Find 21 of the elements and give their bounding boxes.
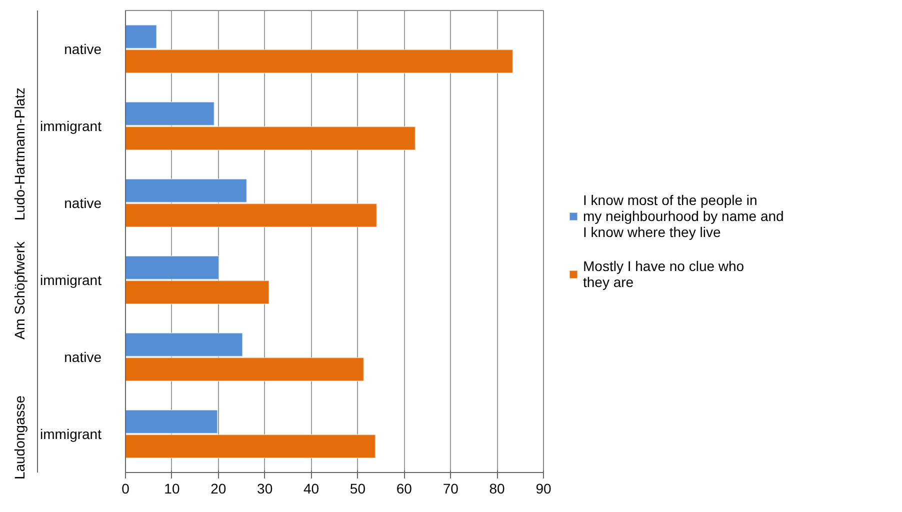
y-tick-label: immigrant — [40, 118, 102, 134]
x-tick-label: 90 — [536, 480, 552, 496]
y-tick-label: native — [64, 349, 102, 365]
x-tick-label: 40 — [303, 480, 320, 496]
text: Ludo-Hartmann-Platz — [12, 88, 28, 221]
text: Laudongasse — [12, 395, 28, 480]
x-tick-label: 30 — [257, 480, 273, 496]
legend-label: I know most of the people in my neighbourhood by name and I know where they live — [583, 192, 784, 240]
x-tick-label: 50 — [350, 480, 366, 496]
x-tick-label: 60 — [396, 480, 412, 496]
x-tick-label: 10 — [164, 480, 180, 496]
x-tick-label: 0 — [122, 480, 130, 496]
x-tick-label: 20 — [210, 480, 226, 496]
legend-label: Mostly I have no clue who they are — [583, 258, 744, 290]
y-tick-label: native — [64, 41, 102, 57]
y-tick-label: immigrant — [40, 426, 102, 442]
y-tick-label: native — [64, 195, 102, 211]
x-tick-label: 80 — [489, 480, 506, 496]
text: Am Schöpfwerk — [12, 240, 28, 340]
x-tick-label: 70 — [442, 480, 459, 496]
y-tick-label: immigrant — [40, 272, 102, 288]
